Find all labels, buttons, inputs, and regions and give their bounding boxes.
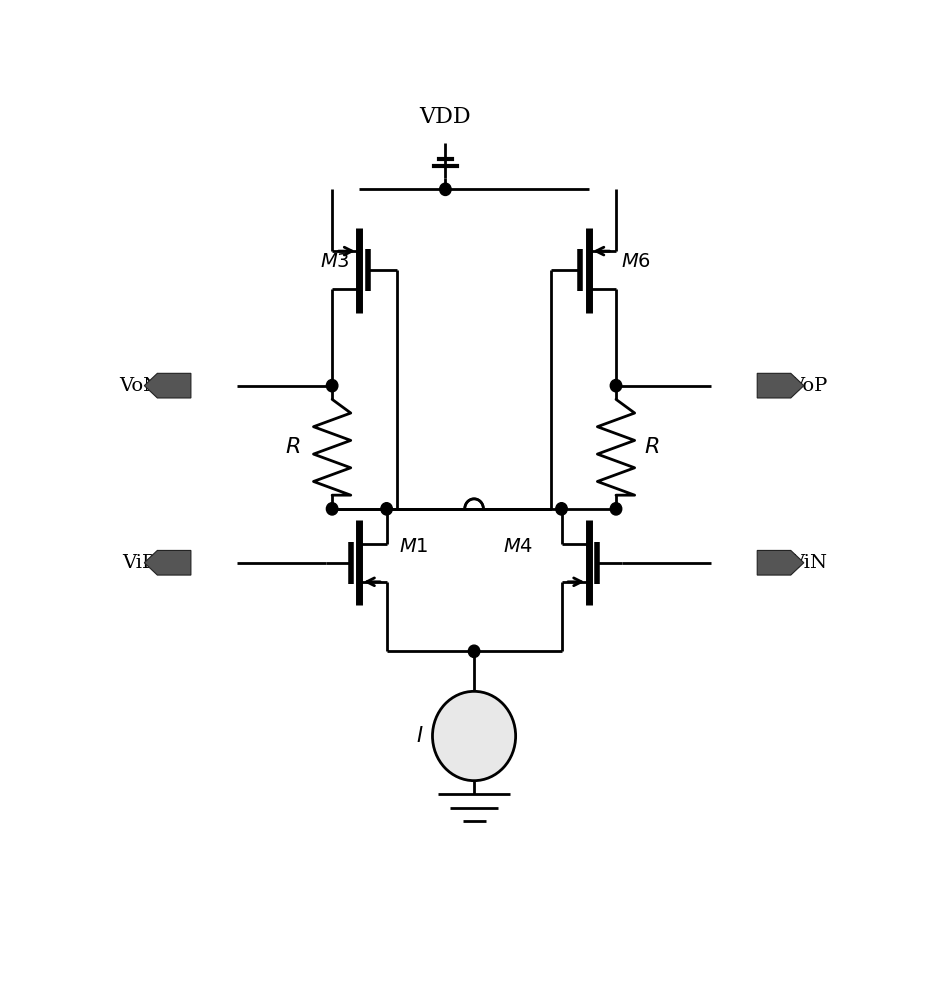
Circle shape xyxy=(610,503,622,515)
Text: $I$: $I$ xyxy=(416,726,424,746)
Circle shape xyxy=(381,503,392,515)
Text: $M6$: $M6$ xyxy=(621,253,651,271)
Text: $R$: $R$ xyxy=(644,436,660,458)
Polygon shape xyxy=(144,550,191,575)
Circle shape xyxy=(439,183,451,195)
Circle shape xyxy=(327,379,338,392)
Text: $M3$: $M3$ xyxy=(320,253,350,271)
Circle shape xyxy=(433,691,515,781)
Circle shape xyxy=(610,379,622,392)
Circle shape xyxy=(556,503,567,515)
Text: ViP: ViP xyxy=(123,554,156,572)
Text: $M4$: $M4$ xyxy=(503,538,533,556)
Text: $M1$: $M1$ xyxy=(399,538,428,556)
Polygon shape xyxy=(758,550,804,575)
Circle shape xyxy=(327,503,338,515)
Text: VoP: VoP xyxy=(790,377,828,395)
Text: $R$: $R$ xyxy=(285,436,301,458)
Polygon shape xyxy=(758,373,804,398)
Text: VDD: VDD xyxy=(420,106,471,128)
Text: ViN: ViN xyxy=(790,554,827,572)
Circle shape xyxy=(468,645,480,657)
Polygon shape xyxy=(144,373,191,398)
Text: VoN: VoN xyxy=(118,377,160,395)
